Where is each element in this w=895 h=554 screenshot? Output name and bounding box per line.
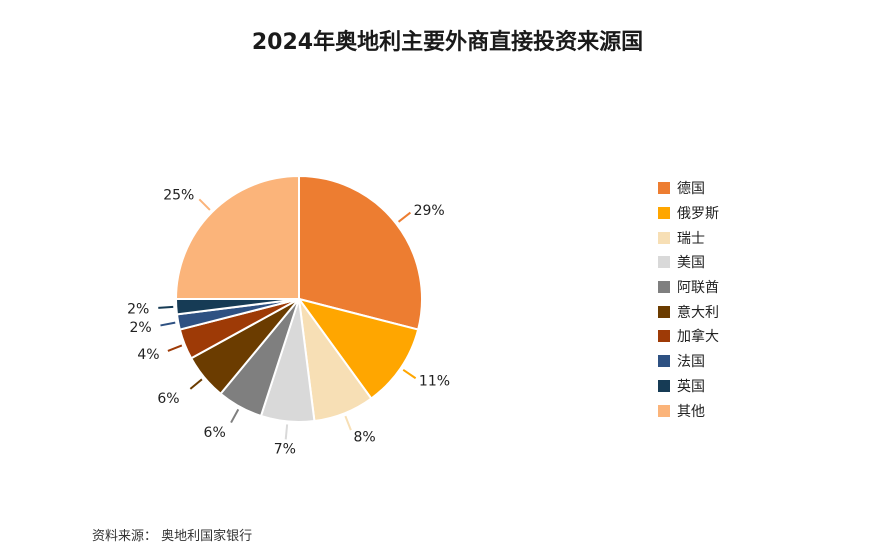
legend-label: 德国 bbox=[677, 181, 705, 198]
legend-item: 英国 bbox=[658, 374, 719, 399]
legend-label: 法国 bbox=[677, 354, 705, 371]
leader-line-10 bbox=[198, 198, 211, 211]
data-label-4: 7% bbox=[274, 441, 296, 457]
legend-swatch bbox=[658, 281, 670, 294]
data-label-2: 11% bbox=[419, 374, 450, 390]
data-label-3: 8% bbox=[353, 430, 375, 446]
legend-item: 瑞士 bbox=[658, 225, 719, 250]
pie-slice-10 bbox=[174, 174, 300, 300]
pie-slice-2 bbox=[296, 297, 420, 400]
legend-label: 加拿大 bbox=[677, 329, 719, 346]
legend-item: 其他 bbox=[658, 398, 719, 423]
leader-line-3 bbox=[344, 415, 352, 431]
legend-item: 德国 bbox=[658, 176, 719, 201]
data-label-8: 2% bbox=[129, 320, 151, 336]
data-label-7: 4% bbox=[137, 347, 159, 363]
source-note: 资料来源： 奥地利国家银行 bbox=[92, 529, 253, 544]
leader-line-8 bbox=[160, 321, 176, 327]
data-label-6: 6% bbox=[157, 391, 179, 407]
legend-item: 意大利 bbox=[658, 299, 719, 324]
leader-line-2 bbox=[402, 368, 417, 380]
legend-label: 阿联酋 bbox=[677, 280, 719, 297]
legend-item: 美国 bbox=[658, 250, 719, 275]
legend-item: 俄罗斯 bbox=[658, 201, 719, 226]
legend-item: 法国 bbox=[658, 349, 719, 374]
data-label-1: 29% bbox=[414, 203, 445, 219]
legend-swatch bbox=[658, 305, 670, 318]
data-label-9: 2% bbox=[127, 301, 149, 317]
data-label-5: 6% bbox=[204, 425, 226, 441]
pie-slice-1 bbox=[298, 174, 423, 331]
leader-line-9 bbox=[158, 305, 174, 309]
legend-label: 瑞士 bbox=[677, 230, 705, 247]
legend-swatch bbox=[658, 256, 670, 269]
legend-label: 美国 bbox=[677, 255, 705, 272]
chart-title: 2024年奥地利主要外商直接投资来源国 bbox=[251, 30, 644, 55]
leader-line-5 bbox=[230, 408, 240, 424]
leader-line-7 bbox=[167, 344, 183, 352]
legend-label: 意大利 bbox=[677, 304, 719, 321]
legend-label: 英国 bbox=[677, 378, 705, 395]
leader-line-4 bbox=[284, 424, 289, 440]
legend-label: 俄罗斯 bbox=[677, 206, 719, 223]
leader-line-6 bbox=[189, 378, 203, 390]
legend-item: 阿联酋 bbox=[658, 275, 719, 300]
leader-line-1 bbox=[397, 211, 412, 223]
data-label-10: 25% bbox=[163, 187, 194, 203]
legend-swatch bbox=[658, 182, 670, 195]
legend-label: 其他 bbox=[677, 403, 705, 420]
legend-swatch bbox=[658, 379, 670, 392]
legend-swatch bbox=[658, 207, 670, 220]
legend-swatch bbox=[658, 231, 670, 244]
legend-swatch bbox=[658, 355, 670, 368]
legend-swatch bbox=[658, 330, 670, 343]
chart-legend: 德国俄罗斯瑞士美国阿联酋意大利加拿大法国英国其他 bbox=[658, 176, 719, 423]
legend-swatch bbox=[658, 404, 670, 417]
legend-item: 加拿大 bbox=[658, 324, 719, 349]
